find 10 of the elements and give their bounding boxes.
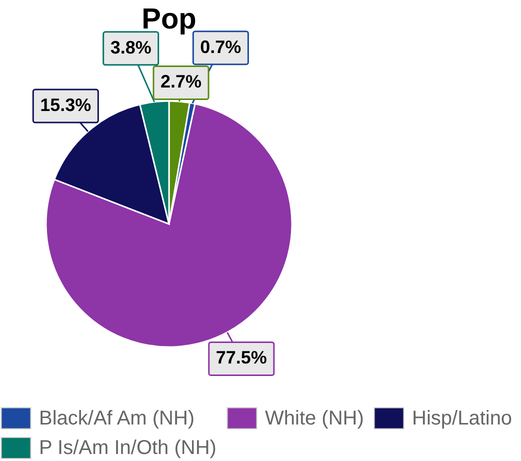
- legend-label: Hisp/Latino: [412, 407, 512, 430]
- data-label: 77.5%: [216, 348, 267, 368]
- legend-label: Black/Af Am (NH): [39, 407, 195, 430]
- data-label: 15.3%: [40, 95, 92, 116]
- data-label: 0.7%: [200, 36, 242, 57]
- data-label: 3.8%: [110, 37, 152, 58]
- legend-label: P Is/Am In/Oth (NH): [39, 437, 216, 459]
- legend-label: White (NH): [265, 407, 364, 430]
- data-label: 2.7%: [160, 72, 202, 92]
- chart-title: Pop: [142, 4, 196, 36]
